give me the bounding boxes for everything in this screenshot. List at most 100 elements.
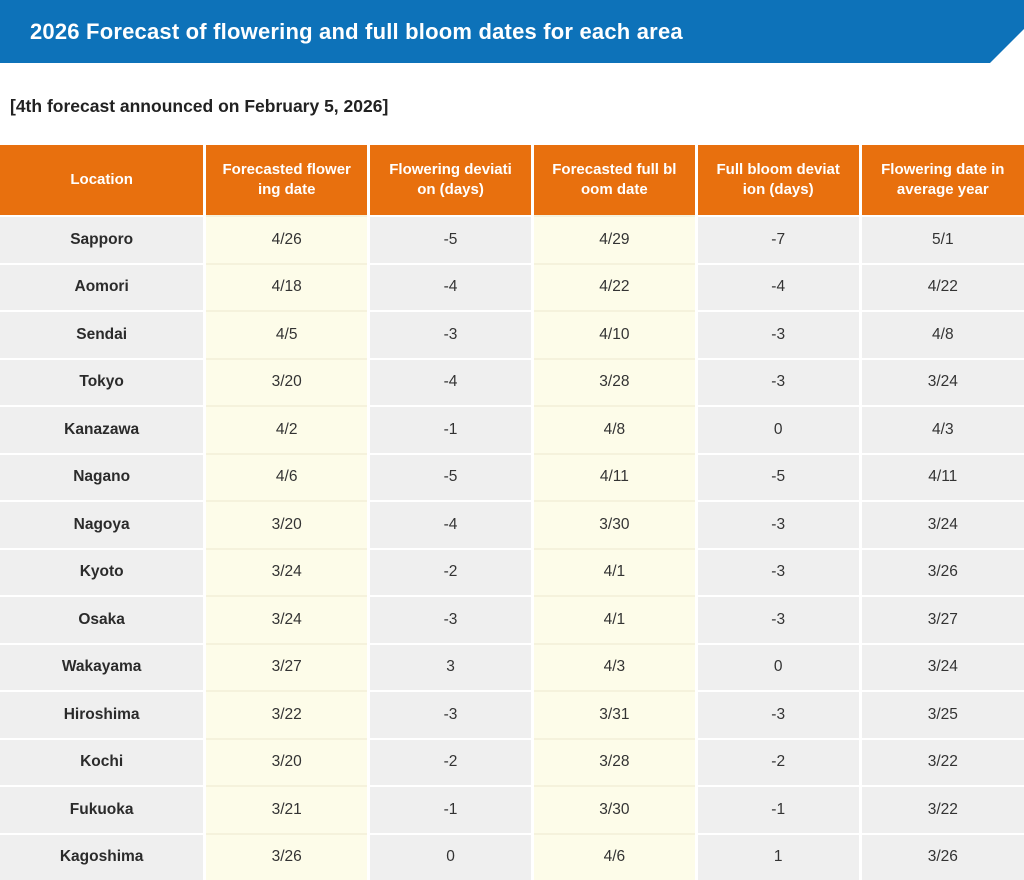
- column-header-forecasted_flowering_date: Forecasted flower ing date: [203, 145, 369, 216]
- value-cell-flowering_date_average_year: 3/24: [858, 500, 1024, 549]
- location-cell: Osaka: [0, 595, 205, 644]
- value-cell-forecasted_full_bloom_date: 3/30: [530, 785, 697, 834]
- value-cell-forecasted_flowering_date: 3/27: [203, 642, 369, 691]
- value-cell-full_bloom_deviation_days: -5: [694, 452, 861, 501]
- location-cell: Fukuoka: [0, 785, 205, 834]
- value-cell-flowering_deviation_days: -4: [367, 262, 533, 311]
- value-cell-flowering_date_average_year: 3/24: [858, 357, 1024, 406]
- table-row: Sendai 4/5 -3 4/10 -3 4/8: [0, 310, 1024, 359]
- value-cell-forecasted_full_bloom_date: 4/11: [530, 452, 697, 501]
- value-cell-flowering_date_average_year: 4/3: [858, 405, 1024, 454]
- table-row: Osaka 3/24 -3 4/1 -3 3/27: [0, 595, 1024, 644]
- value-cell-forecasted_flowering_date: 4/18: [203, 262, 369, 311]
- table-row: Aomori 4/18 -4 4/22 -4 4/22: [0, 262, 1024, 311]
- column-header-flowering_deviation_days: Flowering deviati on (days): [367, 145, 533, 216]
- table-row: Nagano 4/6 -5 4/11 -5 4/11: [0, 452, 1024, 501]
- value-cell-forecasted_full_bloom_date: 4/29: [530, 215, 697, 264]
- value-cell-flowering_deviation_days: -3: [367, 310, 533, 359]
- column-header-label: Forecasted full bl oom date: [552, 160, 677, 198]
- location-cell: Nagano: [0, 452, 205, 501]
- table-row: Kagoshima 3/26 0 4/6 1 3/26: [0, 832, 1024, 880]
- column-header-label: Flowering date in average year: [881, 160, 1005, 198]
- value-cell-full_bloom_deviation_days: 1: [694, 832, 861, 880]
- value-cell-flowering_date_average_year: 3/26: [858, 547, 1024, 596]
- header-row: Location Forecasted flower ing date Flower…: [0, 145, 1024, 216]
- value-cell-forecasted_flowering_date: 3/24: [203, 547, 369, 596]
- value-cell-forecasted_full_bloom_date: 4/22: [530, 262, 697, 311]
- location-cell: Tokyo: [0, 357, 205, 406]
- value-cell-full_bloom_deviation_days: -3: [694, 500, 861, 549]
- value-cell-forecasted_flowering_date: 4/2: [203, 405, 369, 454]
- location-cell: Kyoto: [0, 547, 205, 596]
- location-cell: Sendai: [0, 310, 205, 359]
- value-cell-flowering_date_average_year: 3/25: [858, 690, 1024, 739]
- column-header-label: Forecasted flower ing date: [222, 160, 351, 198]
- value-cell-flowering_deviation_days: 3: [367, 642, 533, 691]
- value-cell-flowering_deviation_days: 0: [367, 832, 533, 880]
- value-cell-full_bloom_deviation_days: -3: [694, 690, 861, 739]
- value-cell-forecasted_full_bloom_date: 3/30: [530, 500, 697, 549]
- value-cell-forecasted_flowering_date: 4/5: [203, 310, 369, 359]
- value-cell-forecasted_flowering_date: 4/26: [203, 215, 369, 264]
- value-cell-forecasted_full_bloom_date: 3/31: [530, 690, 697, 739]
- table-row: Kyoto 3/24 -2 4/1 -3 3/26: [0, 547, 1024, 596]
- column-header-label: Location: [70, 170, 133, 188]
- value-cell-flowering_deviation_days: -5: [367, 215, 533, 264]
- location-cell: Wakayama: [0, 642, 205, 691]
- location-cell: Kanazawa: [0, 405, 205, 454]
- table-row: Hiroshima 3/22 -3 3/31 -3 3/25: [0, 690, 1024, 739]
- table-row: Fukuoka 3/21 -1 3/30 -1 3/22: [0, 785, 1024, 834]
- table-row: Sapporo 4/26 -5 4/29 -7 5/1: [0, 215, 1024, 264]
- title-banner: 2026 Forecast of flowering and full bloo…: [0, 0, 1024, 63]
- value-cell-flowering_deviation_days: -4: [367, 500, 533, 549]
- value-cell-flowering_date_average_year: 3/27: [858, 595, 1024, 644]
- location-cell: Kochi: [0, 737, 205, 786]
- announcement-text: [4th forecast announced on February 5, 2…: [10, 96, 389, 116]
- value-cell-forecasted_flowering_date: 4/6: [203, 452, 369, 501]
- table-row: Kochi 3/20 -2 3/28 -2 3/22: [0, 737, 1024, 786]
- value-cell-flowering_deviation_days: -5: [367, 452, 533, 501]
- value-cell-flowering_date_average_year: 4/8: [858, 310, 1024, 359]
- value-cell-flowering_date_average_year: 3/22: [858, 737, 1024, 786]
- value-cell-flowering_deviation_days: -2: [367, 737, 533, 786]
- value-cell-forecasted_full_bloom_date: 4/6: [530, 832, 697, 880]
- value-cell-forecasted_full_bloom_date: 3/28: [530, 737, 697, 786]
- location-cell: Kagoshima: [0, 832, 205, 880]
- value-cell-full_bloom_deviation_days: 0: [694, 405, 861, 454]
- value-cell-forecasted_full_bloom_date: 4/1: [530, 547, 697, 596]
- value-cell-full_bloom_deviation_days: -3: [694, 310, 861, 359]
- value-cell-flowering_date_average_year: 4/22: [858, 262, 1024, 311]
- value-cell-flowering_deviation_days: -3: [367, 690, 533, 739]
- value-cell-forecasted_flowering_date: 3/20: [203, 357, 369, 406]
- column-header-location: Location: [0, 145, 205, 216]
- forecast-table: Location Forecasted flower ing date Flower…: [0, 145, 1024, 880]
- column-header-full_bloom_deviation_days: Full bloom deviat ion (days): [694, 145, 861, 216]
- column-header-flowering_date_average_year: Flowering date in average year: [858, 145, 1024, 216]
- location-cell: Nagoya: [0, 500, 205, 549]
- value-cell-flowering_date_average_year: 3/26: [858, 832, 1024, 880]
- value-cell-full_bloom_deviation_days: -7: [694, 215, 861, 264]
- value-cell-flowering_date_average_year: 3/24: [858, 642, 1024, 691]
- value-cell-forecasted_flowering_date: 3/22: [203, 690, 369, 739]
- value-cell-forecasted_flowering_date: 3/20: [203, 500, 369, 549]
- value-cell-flowering_deviation_days: -3: [367, 595, 533, 644]
- value-cell-full_bloom_deviation_days: -1: [694, 785, 861, 834]
- value-cell-flowering_deviation_days: -1: [367, 405, 533, 454]
- column-header-forecasted_full_bloom_date: Forecasted full bl oom date: [530, 145, 697, 216]
- value-cell-forecasted_full_bloom_date: 4/1: [530, 595, 697, 644]
- value-cell-forecasted_flowering_date: 3/26: [203, 832, 369, 880]
- value-cell-full_bloom_deviation_days: -2: [694, 737, 861, 786]
- value-cell-full_bloom_deviation_days: -4: [694, 262, 861, 311]
- column-header-label: Full bloom deviat ion (days): [716, 160, 840, 198]
- table-row: Nagoya 3/20 -4 3/30 -3 3/24: [0, 500, 1024, 549]
- value-cell-flowering_deviation_days: -1: [367, 785, 533, 834]
- column-header-label: Flowering deviati on (days): [389, 160, 512, 198]
- location-cell: Hiroshima: [0, 690, 205, 739]
- value-cell-forecasted_flowering_date: 3/21: [203, 785, 369, 834]
- value-cell-forecasted_flowering_date: 3/24: [203, 595, 369, 644]
- location-cell: Sapporo: [0, 215, 205, 264]
- value-cell-flowering_date_average_year: 4/11: [858, 452, 1024, 501]
- location-cell: Aomori: [0, 262, 205, 311]
- value-cell-forecasted_full_bloom_date: 4/10: [530, 310, 697, 359]
